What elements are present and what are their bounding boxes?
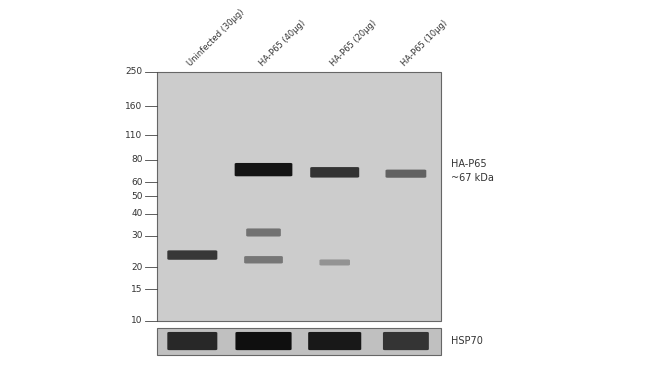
Text: 110: 110 [125, 131, 142, 140]
FancyBboxPatch shape [308, 332, 361, 350]
Text: 10: 10 [131, 316, 142, 325]
FancyBboxPatch shape [319, 259, 350, 265]
Text: 160: 160 [125, 102, 142, 111]
Text: HA-P65 (40μg): HA-P65 (40μg) [257, 19, 307, 68]
FancyBboxPatch shape [167, 332, 217, 350]
FancyBboxPatch shape [244, 256, 283, 264]
Text: 250: 250 [125, 67, 142, 76]
Text: HA-P65 (10μg): HA-P65 (10μg) [400, 19, 449, 68]
Text: 30: 30 [131, 231, 142, 240]
FancyBboxPatch shape [235, 332, 292, 350]
Text: HA-P65 (20μg): HA-P65 (20μg) [328, 19, 378, 68]
FancyBboxPatch shape [385, 169, 426, 178]
Text: 60: 60 [131, 178, 142, 187]
Text: 50: 50 [131, 192, 142, 201]
Text: 40: 40 [131, 209, 142, 218]
Text: HSP70: HSP70 [451, 336, 483, 346]
Text: 15: 15 [131, 285, 142, 294]
FancyBboxPatch shape [383, 332, 429, 350]
Text: Uninfected (30μg): Uninfected (30μg) [186, 8, 246, 68]
FancyBboxPatch shape [167, 250, 217, 260]
Text: 20: 20 [131, 263, 142, 272]
Text: HA-P65
~67 kDa: HA-P65 ~67 kDa [451, 159, 494, 183]
FancyBboxPatch shape [310, 167, 359, 178]
Text: 80: 80 [131, 156, 142, 164]
FancyBboxPatch shape [235, 163, 292, 176]
Bar [157, 328, 441, 355]
Bar [157, 72, 441, 321]
FancyBboxPatch shape [246, 228, 281, 236]
